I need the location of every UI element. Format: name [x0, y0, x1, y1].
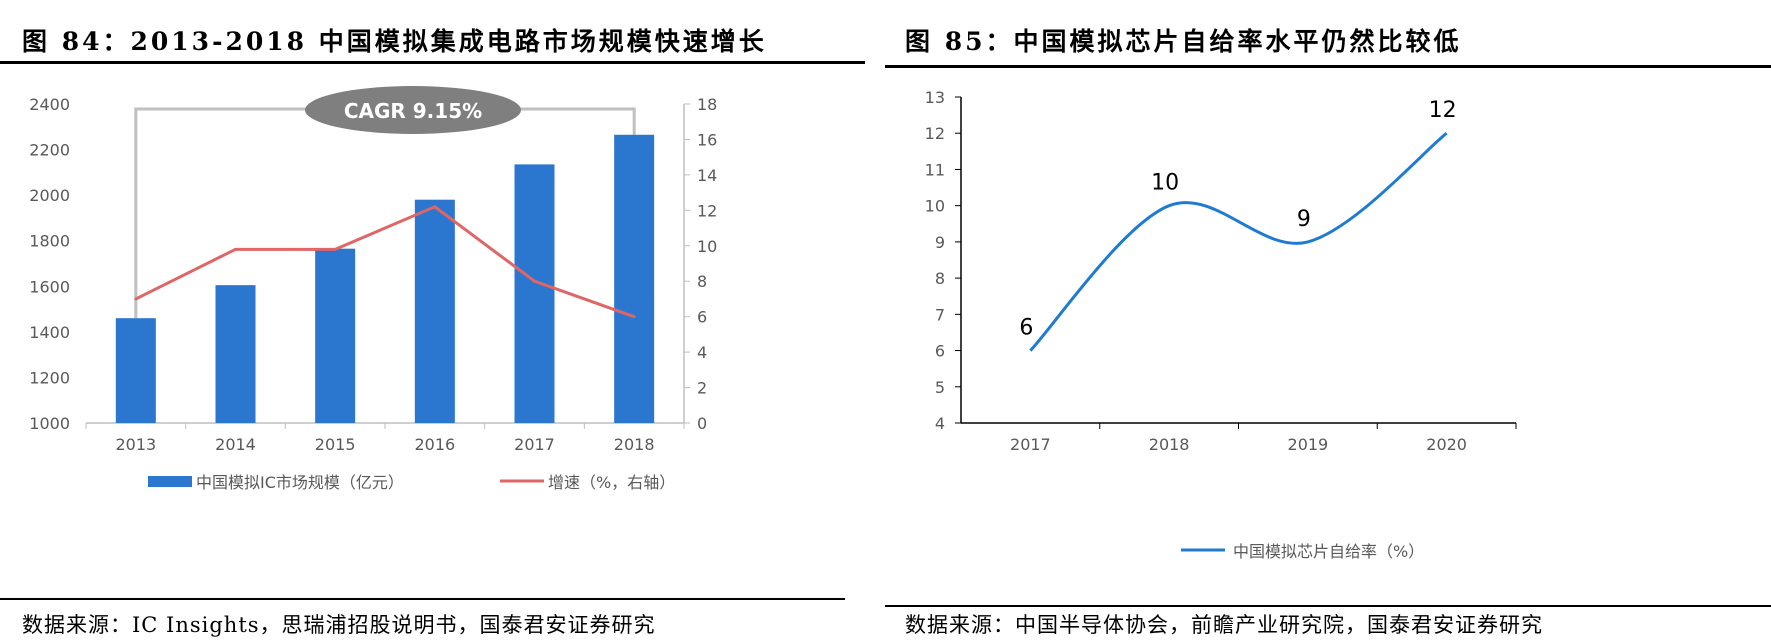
left-y-tick-label: 2000	[29, 186, 70, 205]
legend-line-label: 增速（%，右轴）	[548, 473, 675, 492]
right-figure: 图 85：中国模拟芯片自给率水平仍然比较低 4 5 6 7 8 9 10 11 12 13 2017…	[885, 0, 1771, 643]
left-bar-2018	[614, 134, 655, 423]
left-growth-point-2014	[234, 247, 237, 251]
right-x-tick-label: 2017	[1010, 435, 1051, 454]
right-chart: 4 5 6 7 8 9 10 11 12 13 2017 2018 2019 2020 6 10 9 12 中国…	[925, 88, 1517, 561]
right-y-tick-label: 8	[935, 269, 945, 288]
left-growth-point-2013	[134, 297, 138, 301]
left-y2-tick-label: 14	[697, 166, 717, 185]
left-growth-point-2016	[433, 205, 437, 209]
right-axes: 4 5 6 7 8 9 10 11 12 13 2017 2018 2019 2020	[925, 88, 1517, 454]
left-x-tick-label: 2014	[215, 435, 256, 454]
right-source: 数据来源：中国半导体协会，前瞻产业研究院，国泰君安证券研究	[905, 613, 1543, 637]
right-self-sufficiency-line: 6 10 9 12	[1019, 98, 1457, 352]
right-y-tick-label: 13	[925, 88, 945, 107]
left-figure: 图 84：2013-2018 中国模拟集成电路市场规模快速增长 CAGR 9.1…	[0, 0, 865, 643]
left-bar-2015	[315, 248, 356, 423]
left-growth-series	[135, 205, 635, 319]
left-y-tick-label: 1200	[29, 368, 70, 387]
left-bar-2013	[115, 318, 156, 423]
left-growth-point-2018	[632, 315, 636, 319]
right-y-tick-label: 9	[935, 233, 945, 252]
left-y-tick-label: 1600	[29, 277, 70, 296]
left-y2-tick-label: 16	[697, 130, 717, 149]
left-y2-tick-label: 4	[697, 343, 707, 362]
right-y-tick-label: 11	[925, 160, 945, 179]
left-y-tick-label: 1000	[29, 414, 70, 433]
left-bars	[115, 134, 655, 423]
left-x-tick-label: 2017	[514, 435, 555, 454]
right-title-rule	[885, 65, 1771, 68]
right-y-tick-label: 12	[925, 124, 945, 143]
left-y-tick-label: 1800	[29, 232, 70, 251]
right-data-label-2018: 10	[1151, 171, 1179, 196]
right-y-tick-label: 6	[935, 342, 945, 361]
cagr-bracket	[134, 107, 636, 319]
left-y-tick-label: 2200	[29, 141, 70, 160]
left-title-rule	[0, 61, 865, 64]
right-legend-label: 中国模拟芯片自给率（%）	[1233, 542, 1424, 561]
left-y2-tick-label: 2	[697, 379, 707, 398]
right-y-tick-label: 7	[935, 305, 945, 324]
right-figure-title: 图 85：中国模拟芯片自给率水平仍然比较低	[905, 27, 1462, 56]
left-source-rule	[0, 598, 845, 600]
right-x-tick-label: 2018	[1149, 435, 1190, 454]
left-y-tick-label: 2400	[29, 95, 70, 114]
left-growth-point-2017	[533, 279, 536, 283]
left-y2-tick-label: 18	[697, 95, 717, 114]
left-y2-tick-label: 0	[697, 414, 707, 433]
right-y-tick-label: 4	[935, 414, 945, 433]
left-chart: CAGR 9.15% 1000 1200 1400 1600 1800 2000 2200 2…	[29, 86, 717, 492]
cagr-ellipse	[305, 86, 521, 134]
right-x-tick-label: 2019	[1288, 435, 1329, 454]
left-growth-point-2015	[333, 247, 337, 251]
right-source-rule	[885, 605, 1771, 607]
right-data-label-2017: 6	[1019, 316, 1033, 341]
right-x-tick-label: 2020	[1426, 435, 1467, 454]
right-y-tick-label: 10	[925, 197, 945, 216]
left-y-tick-label: 1400	[29, 323, 70, 342]
left-y2-tick-label: 10	[697, 237, 717, 256]
left-source: 数据来源：IC Insights，思瑞浦招股说明书，国泰君安证券研究	[22, 613, 656, 637]
left-y2-tick-label: 12	[697, 201, 717, 220]
left-axes: 1000 1200 1400 1600 1800 2000 2200 2400 0 2 4 6 8 10 1…	[29, 95, 717, 454]
left-x-tick-label: 2013	[115, 435, 156, 454]
cagr-label: CAGR 9.15%	[344, 99, 482, 123]
left-x-tick-label: 2018	[614, 435, 655, 454]
left-x-tick-label: 2016	[414, 435, 455, 454]
right-y-tick-label: 5	[935, 378, 945, 397]
left-growth-line	[134, 205, 636, 319]
left-figure-title: 图 84：2013-2018 中国模拟集成电路市场规模快速增长	[22, 27, 767, 56]
left-bar-2016	[414, 199, 455, 423]
right-self-sufficiency-series	[1029, 132, 1448, 352]
left-y2-tick-label: 6	[697, 308, 707, 327]
left-y2-tick-label: 8	[697, 272, 707, 291]
right-data-label-2019: 9	[1297, 207, 1311, 232]
legend-bar-label: 中国模拟IC市场规模（亿元）	[196, 473, 404, 492]
right-data-label-2020: 12	[1429, 98, 1457, 123]
left-bar-2017	[514, 164, 555, 423]
left-bar-2014	[215, 285, 256, 423]
legend-bar-swatch	[148, 476, 192, 487]
left-x-tick-label: 2015	[315, 435, 356, 454]
